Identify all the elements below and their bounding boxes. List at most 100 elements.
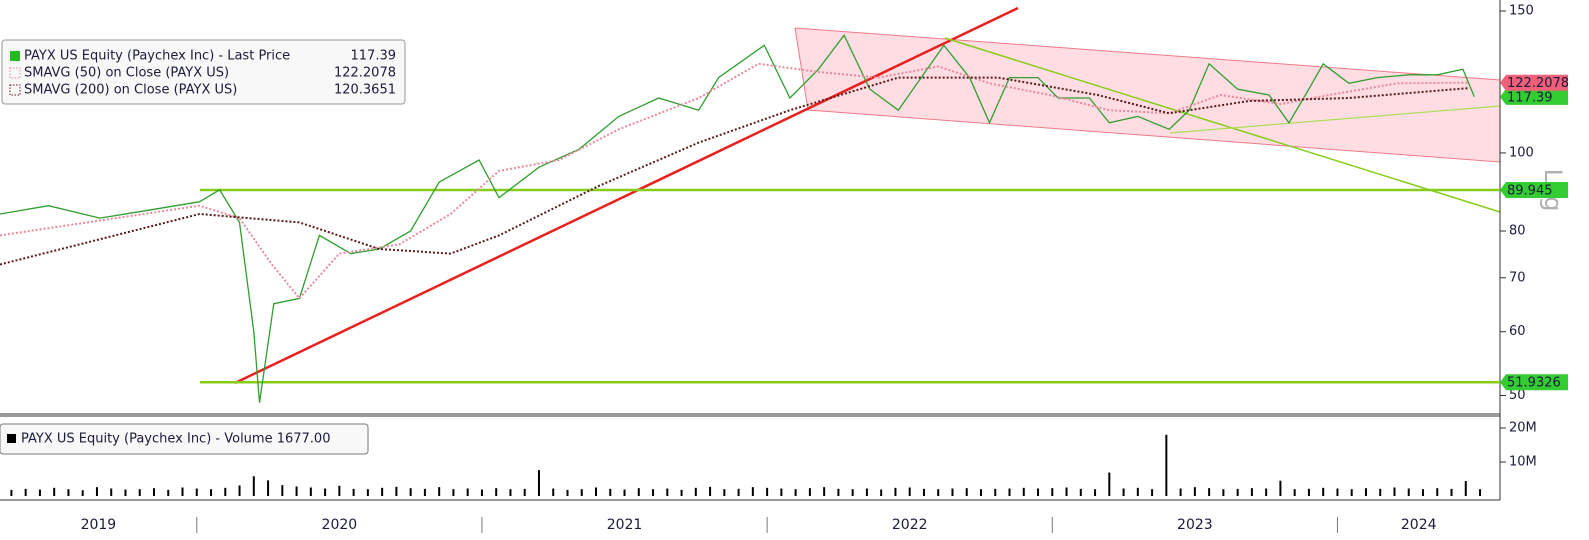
volume-bar xyxy=(95,487,98,496)
volume-bar xyxy=(1208,488,1211,496)
volume-bar xyxy=(595,487,598,496)
volume-bar xyxy=(951,488,954,496)
value-tag xyxy=(1500,374,1568,391)
volume-bar xyxy=(1336,488,1339,496)
value-tag xyxy=(1500,88,1568,105)
legend-marker xyxy=(10,51,20,61)
volume-bar xyxy=(1436,488,1439,496)
volume-bar xyxy=(181,487,184,496)
volume-bar xyxy=(124,489,127,496)
volume-bar xyxy=(495,488,498,496)
legend-marker xyxy=(9,67,21,79)
volume-bar xyxy=(794,489,797,496)
legend-label: SMAVG (50) on Close (PAYX US) xyxy=(24,66,229,81)
legend-label: SMAVG (200) on Close (PAYX US) xyxy=(24,83,237,98)
volume-bar xyxy=(267,480,270,496)
volume-bar xyxy=(324,488,327,496)
volume-bar xyxy=(1065,487,1068,496)
value-tag xyxy=(1500,182,1568,199)
trend-line xyxy=(944,37,1501,213)
legend-value: 122.2078 xyxy=(334,66,396,81)
volume-bar xyxy=(81,490,84,496)
volume-bar xyxy=(965,488,968,496)
volume-bar xyxy=(1022,487,1025,496)
x-tick-label: 2023 xyxy=(1177,517,1213,533)
volume-bar xyxy=(1136,487,1139,496)
volume-bar xyxy=(67,489,70,496)
volume-bar xyxy=(210,489,213,496)
x-tick-label: 2019 xyxy=(81,517,117,533)
volume-bar xyxy=(937,489,940,496)
volume-bar xyxy=(922,488,925,496)
volume-bar xyxy=(908,487,911,496)
volume-bar xyxy=(409,488,412,496)
volume-bar xyxy=(1393,487,1396,496)
panel-divider xyxy=(0,413,1500,417)
volume-bar xyxy=(566,489,569,496)
volume-bar xyxy=(979,489,982,496)
volume-bar xyxy=(24,488,27,496)
volume-bar xyxy=(1079,488,1082,496)
y-tick-label: 80 xyxy=(1509,224,1526,239)
volume-bar xyxy=(751,487,754,496)
volume-bar xyxy=(680,489,683,496)
volume-bar xyxy=(1307,488,1310,496)
volume-bar xyxy=(1407,488,1410,496)
volume-bar xyxy=(138,489,141,496)
volume-bar xyxy=(466,488,469,496)
volume-bar xyxy=(295,486,298,496)
legend-value: 120.3651 xyxy=(334,83,396,98)
legend-value: 117.39 xyxy=(351,49,397,64)
volume-bar xyxy=(509,489,512,496)
volume-bar xyxy=(1379,488,1382,496)
volume-bar xyxy=(366,489,369,496)
series-line xyxy=(0,76,1469,266)
legend-box xyxy=(1,39,406,105)
volume-bar xyxy=(1222,489,1225,496)
volume-bar xyxy=(623,489,626,496)
trend-line xyxy=(1169,105,1501,134)
volume-bar xyxy=(338,485,341,496)
volume-bar xyxy=(737,488,740,496)
volume-bar xyxy=(309,487,312,496)
volume-bar xyxy=(780,488,783,496)
volume-bar xyxy=(167,489,170,496)
volume-bar xyxy=(1293,489,1296,496)
x-tick-label: 2021 xyxy=(607,517,643,533)
value-tag-label: 89.945 xyxy=(1507,184,1553,199)
volume-bar xyxy=(1193,487,1196,496)
trend-line xyxy=(234,6,1019,385)
volume-bar xyxy=(823,487,826,496)
volume-bar xyxy=(652,489,655,496)
volume-bar xyxy=(1165,434,1168,496)
volume-bar xyxy=(281,485,284,496)
volume-bar xyxy=(53,487,56,496)
volume-bar xyxy=(1094,489,1097,496)
volume-bar xyxy=(1479,489,1482,496)
volume-bar xyxy=(808,488,811,496)
series-line xyxy=(0,62,1469,300)
legend-label: PAYX US Equity (Paychex Inc) - Volume 16… xyxy=(21,432,330,447)
volume-bar xyxy=(637,488,640,496)
legend-box xyxy=(0,423,369,455)
volume-bar xyxy=(110,488,113,496)
volume-bar xyxy=(352,488,355,496)
legend-marker xyxy=(7,434,16,443)
volume-bar xyxy=(1051,488,1054,496)
volume-bar xyxy=(238,485,241,496)
volume-bar xyxy=(1464,481,1467,496)
volume-bar xyxy=(1450,488,1453,496)
volume-bar xyxy=(38,489,41,496)
volume-bar xyxy=(224,487,227,496)
volume-bar xyxy=(723,489,726,496)
volume-bar xyxy=(152,488,155,496)
volume-bar xyxy=(1179,488,1182,496)
y-tick-label: 100 xyxy=(1509,145,1534,160)
volume-bar xyxy=(523,488,526,496)
volume-bar xyxy=(894,487,897,496)
volume-bar xyxy=(609,488,612,496)
legend-marker xyxy=(9,84,21,96)
legend: PAYX US Equity (Paychex Inc) - Volume 16… xyxy=(0,423,369,455)
volume-bar xyxy=(1037,488,1040,496)
